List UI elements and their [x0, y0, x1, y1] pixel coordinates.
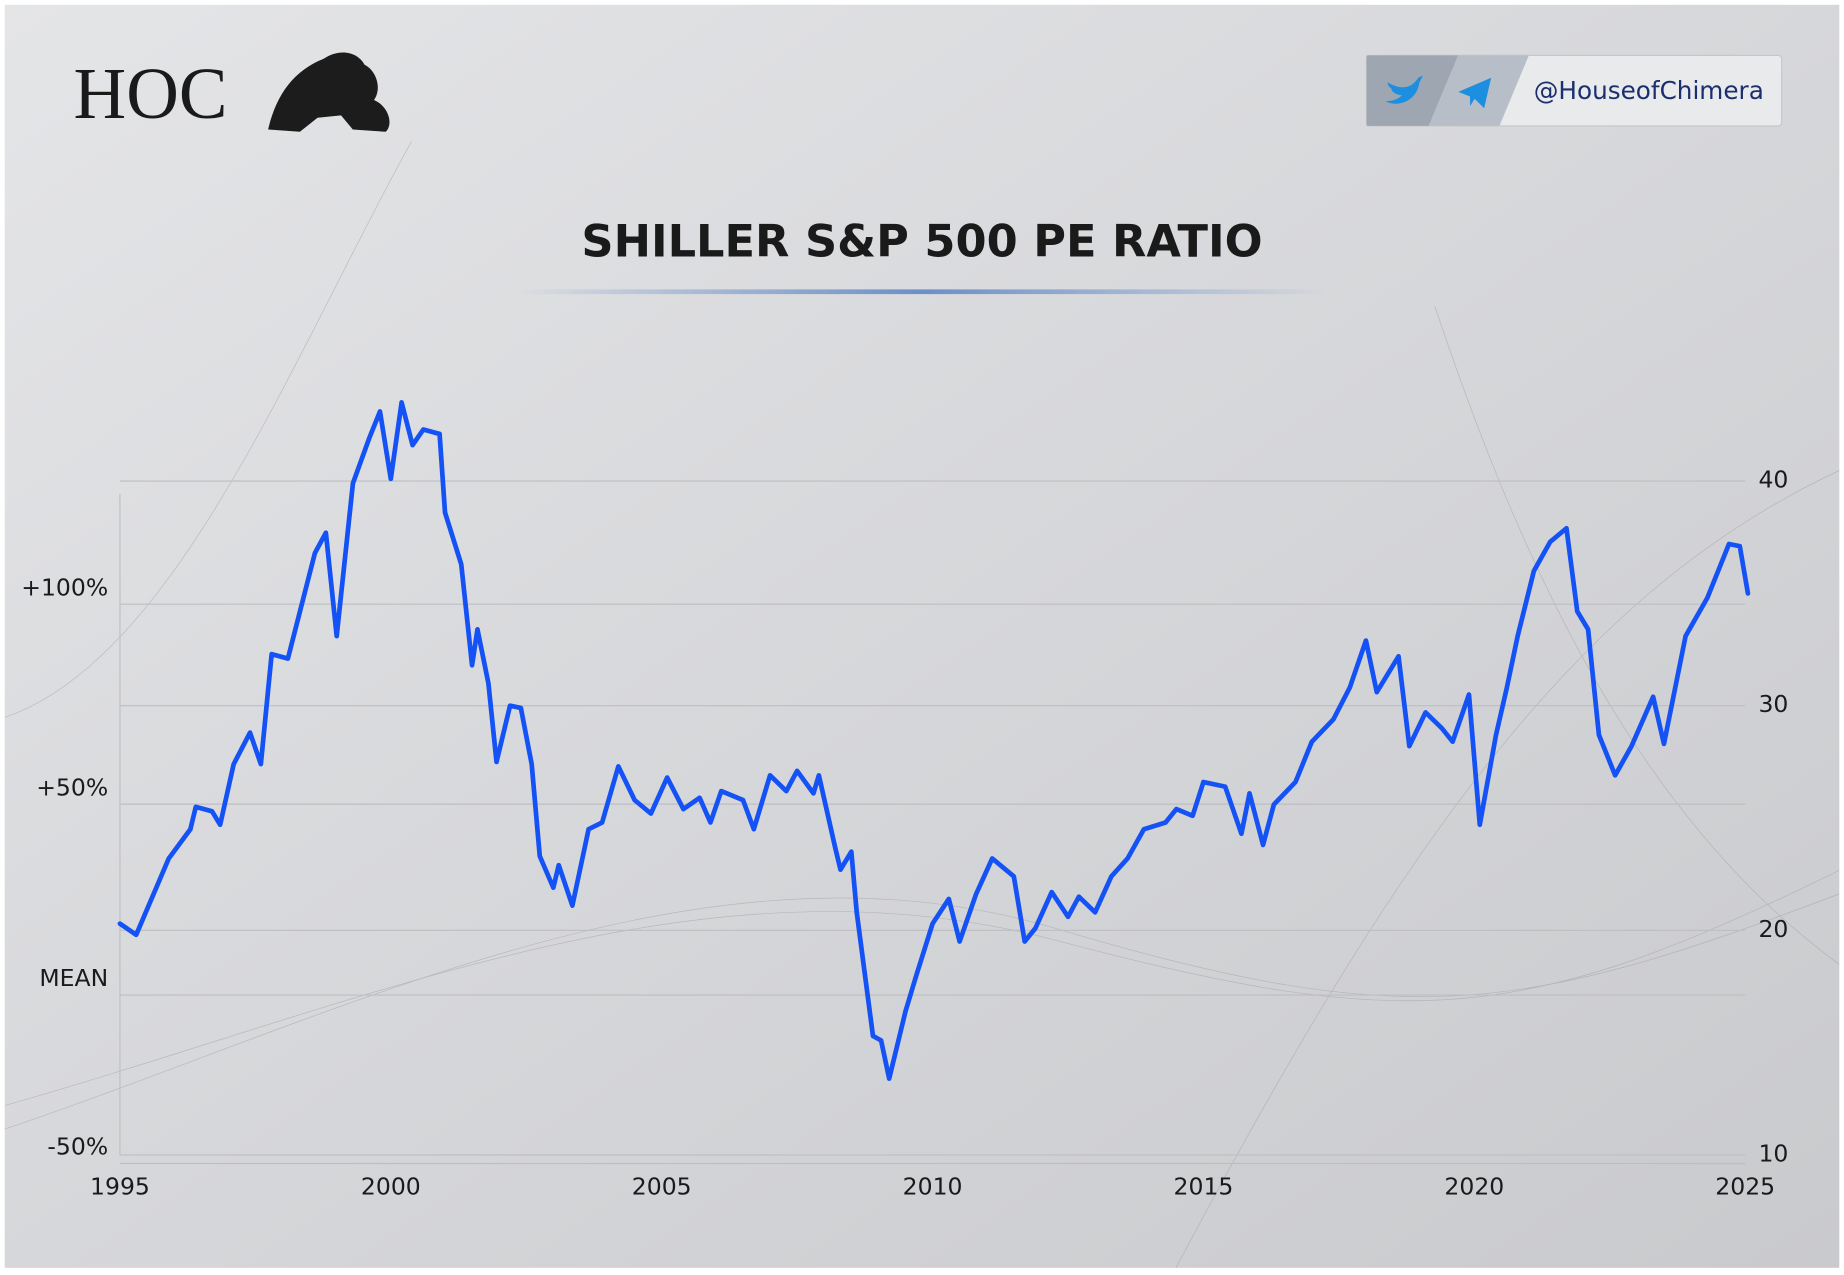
decor-waves [4, 141, 1840, 1269]
x-tick-label: 1995 [90, 1172, 150, 1200]
x-tick-label: 2020 [1444, 1172, 1504, 1200]
lion-logo [268, 52, 390, 132]
y-tick-label: 20 [1758, 915, 1788, 943]
x-tick-label: 2010 [903, 1172, 963, 1200]
x-tick-label: 2025 [1715, 1172, 1775, 1200]
y-tick-label: 10 [1758, 1139, 1788, 1167]
y2-tick-label: +50% [36, 773, 108, 801]
y-tick-label: 40 [1758, 466, 1788, 494]
y-tick-label: 30 [1758, 690, 1788, 718]
social-handle: @HouseofChimera [1534, 76, 1764, 105]
chart-title: SHILLER S&P 500 PE RATIO [581, 216, 1262, 268]
background [4, 4, 1840, 1268]
pe-line [117, 400, 1751, 1081]
y2-tick-label: MEAN [39, 964, 108, 992]
title-underline [517, 289, 1327, 295]
x-tick-label: 2015 [1174, 1172, 1234, 1200]
y2-tick-label: +100% [21, 573, 108, 601]
brand-logo: HOC [74, 53, 228, 134]
x-tick-label: 2005 [632, 1172, 692, 1200]
y2-tick-label: -50% [47, 1133, 108, 1161]
social-badge: @HouseofChimera [1365, 54, 1783, 127]
x-tick-label: 2000 [361, 1172, 421, 1200]
